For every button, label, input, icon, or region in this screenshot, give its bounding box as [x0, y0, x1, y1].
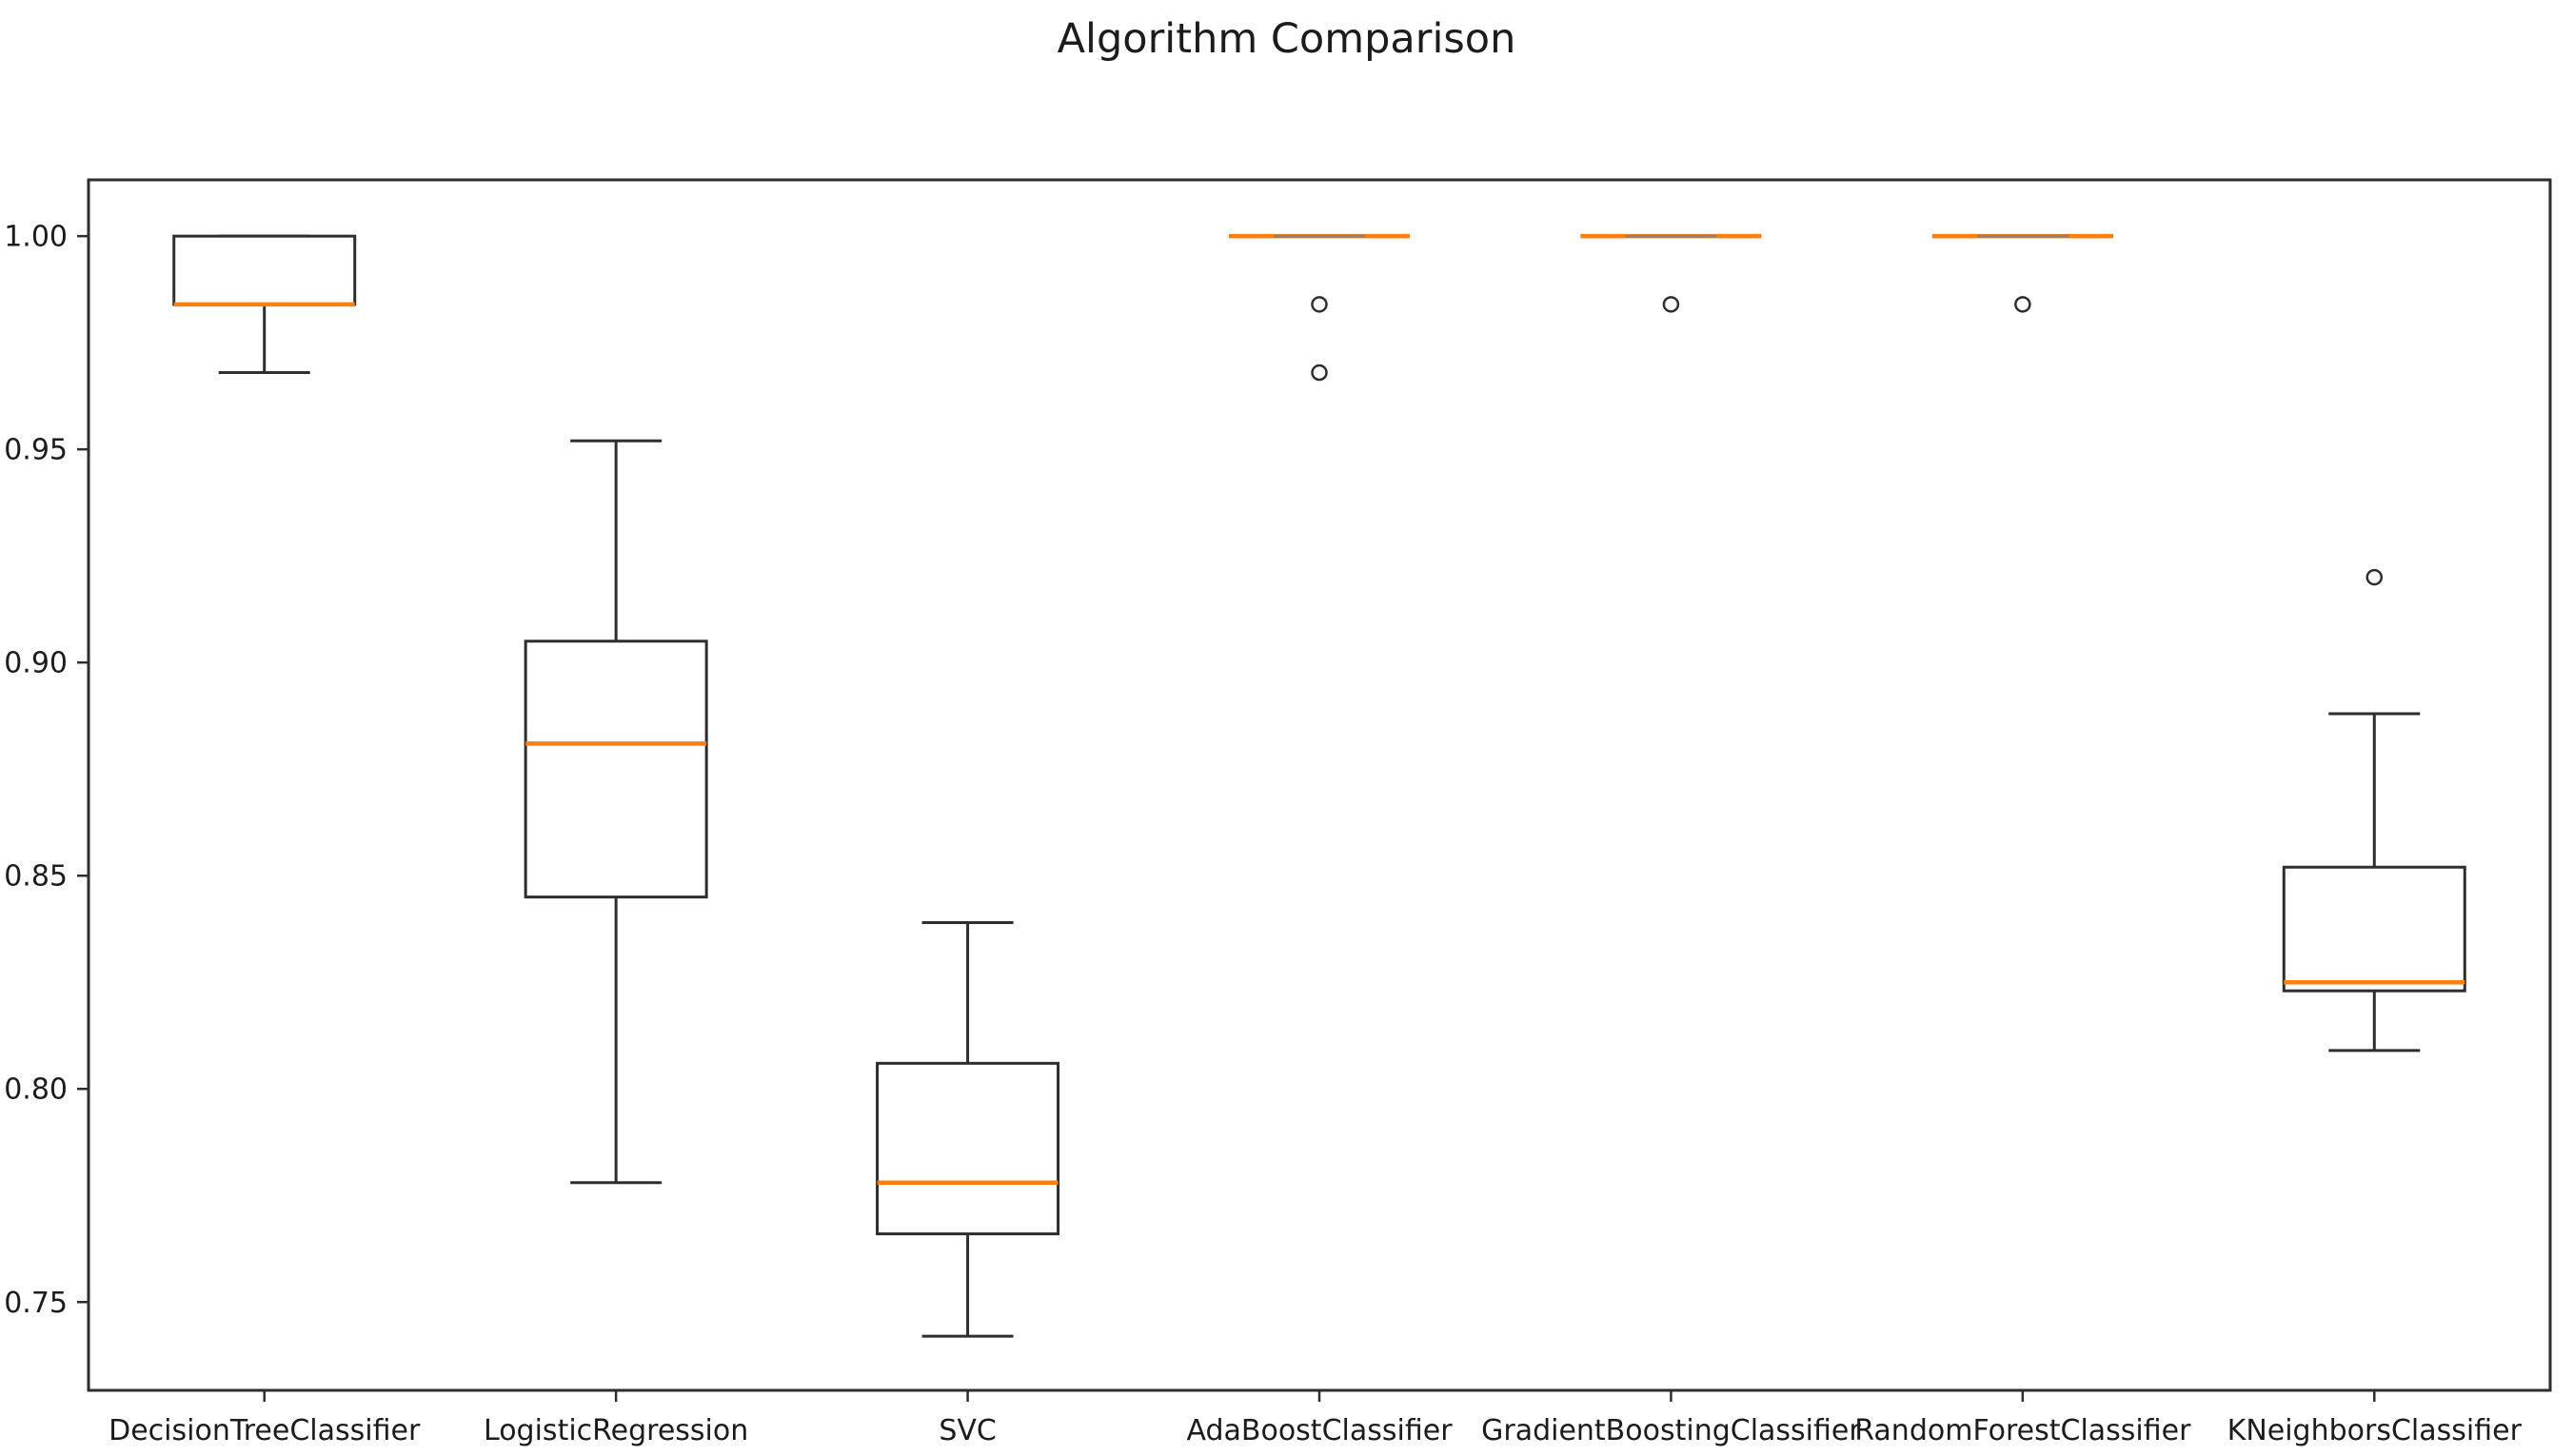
outlier-marker	[1662, 296, 1680, 313]
x-tick-label-LogisticRegression: LogisticRegression	[484, 1414, 748, 1447]
box-SVC	[876, 920, 1060, 1338]
box-DecisionTreeClassifier	[172, 234, 357, 375]
x-tick-label-AdaBoostClassifier: AdaBoostClassifier	[1186, 1414, 1453, 1447]
outlier-marker	[2365, 568, 2384, 586]
box-AdaBoostClassifier	[1229, 233, 1410, 382]
y-tick-label: 0.75	[4, 1287, 68, 1320]
x-tick-label-GradientBoostingClassifier: GradientBoostingClassifier	[1481, 1414, 1861, 1447]
x-tick-label-KNeighborsClassifier: KNeighborsClassifier	[2227, 1414, 2523, 1447]
iqr-box	[876, 1061, 1060, 1236]
box-LogisticRegression	[524, 439, 708, 1185]
iqr-box	[2282, 865, 2466, 993]
iqr-box	[172, 234, 357, 306]
box-KNeighborsClassifier	[2282, 568, 2466, 1053]
y-tick-label: 0.95	[4, 434, 68, 467]
iqr-box	[524, 639, 708, 899]
y-tick-label: 0.90	[4, 647, 68, 680]
box-GradientBoostingClassifier	[1580, 233, 1762, 313]
x-tick-label-SVC: SVC	[939, 1414, 997, 1447]
y-tick-label: 0.80	[4, 1073, 68, 1107]
outlier-marker	[1311, 364, 1328, 382]
y-tick-label: 1.00	[4, 221, 68, 254]
chart-title: Algorithm Comparison	[1057, 15, 1516, 63]
y-tick-label: 0.85	[4, 860, 68, 894]
box-RandomForestClassifier	[1931, 233, 2113, 313]
axes-spines	[87, 178, 2552, 1392]
outlier-marker	[2014, 296, 2031, 313]
outlier-marker	[1311, 296, 1328, 313]
x-tick-label-DecisionTreeClassifier: DecisionTreeClassifier	[109, 1414, 421, 1447]
x-tick-label-RandomForestClassifier: RandomForestClassifier	[1854, 1414, 2191, 1447]
